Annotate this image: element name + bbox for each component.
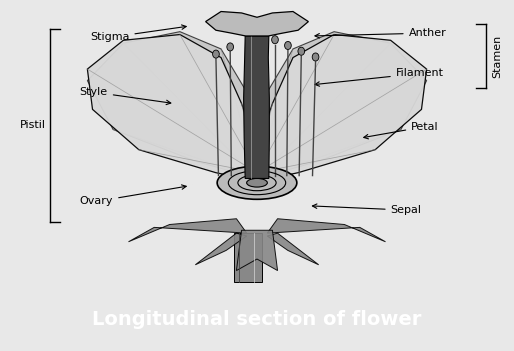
Text: Sepal: Sepal xyxy=(313,204,421,215)
Polygon shape xyxy=(206,12,308,36)
Polygon shape xyxy=(257,34,427,181)
Ellipse shape xyxy=(285,41,291,49)
Ellipse shape xyxy=(271,36,279,44)
Text: Style: Style xyxy=(80,87,171,105)
Ellipse shape xyxy=(298,47,305,55)
Text: Stamen: Stamen xyxy=(492,34,503,78)
Ellipse shape xyxy=(213,50,219,58)
Text: Stigma: Stigma xyxy=(90,25,186,42)
Ellipse shape xyxy=(227,43,233,51)
Polygon shape xyxy=(195,233,247,265)
Polygon shape xyxy=(244,36,269,178)
Text: Ovary: Ovary xyxy=(80,185,186,206)
Text: Anther: Anther xyxy=(315,28,446,38)
Ellipse shape xyxy=(217,166,297,199)
Text: Longitudinal section of flower: Longitudinal section of flower xyxy=(93,310,421,329)
FancyBboxPatch shape xyxy=(234,233,262,282)
Polygon shape xyxy=(128,219,247,242)
Polygon shape xyxy=(87,32,257,178)
Ellipse shape xyxy=(312,53,319,61)
Polygon shape xyxy=(87,34,257,181)
Polygon shape xyxy=(267,233,319,265)
Polygon shape xyxy=(257,32,427,178)
Ellipse shape xyxy=(247,178,267,187)
Text: Petal: Petal xyxy=(364,122,439,139)
Text: Pistil: Pistil xyxy=(20,120,46,130)
Polygon shape xyxy=(267,219,386,242)
Text: Filament: Filament xyxy=(315,68,444,86)
Polygon shape xyxy=(236,230,278,271)
